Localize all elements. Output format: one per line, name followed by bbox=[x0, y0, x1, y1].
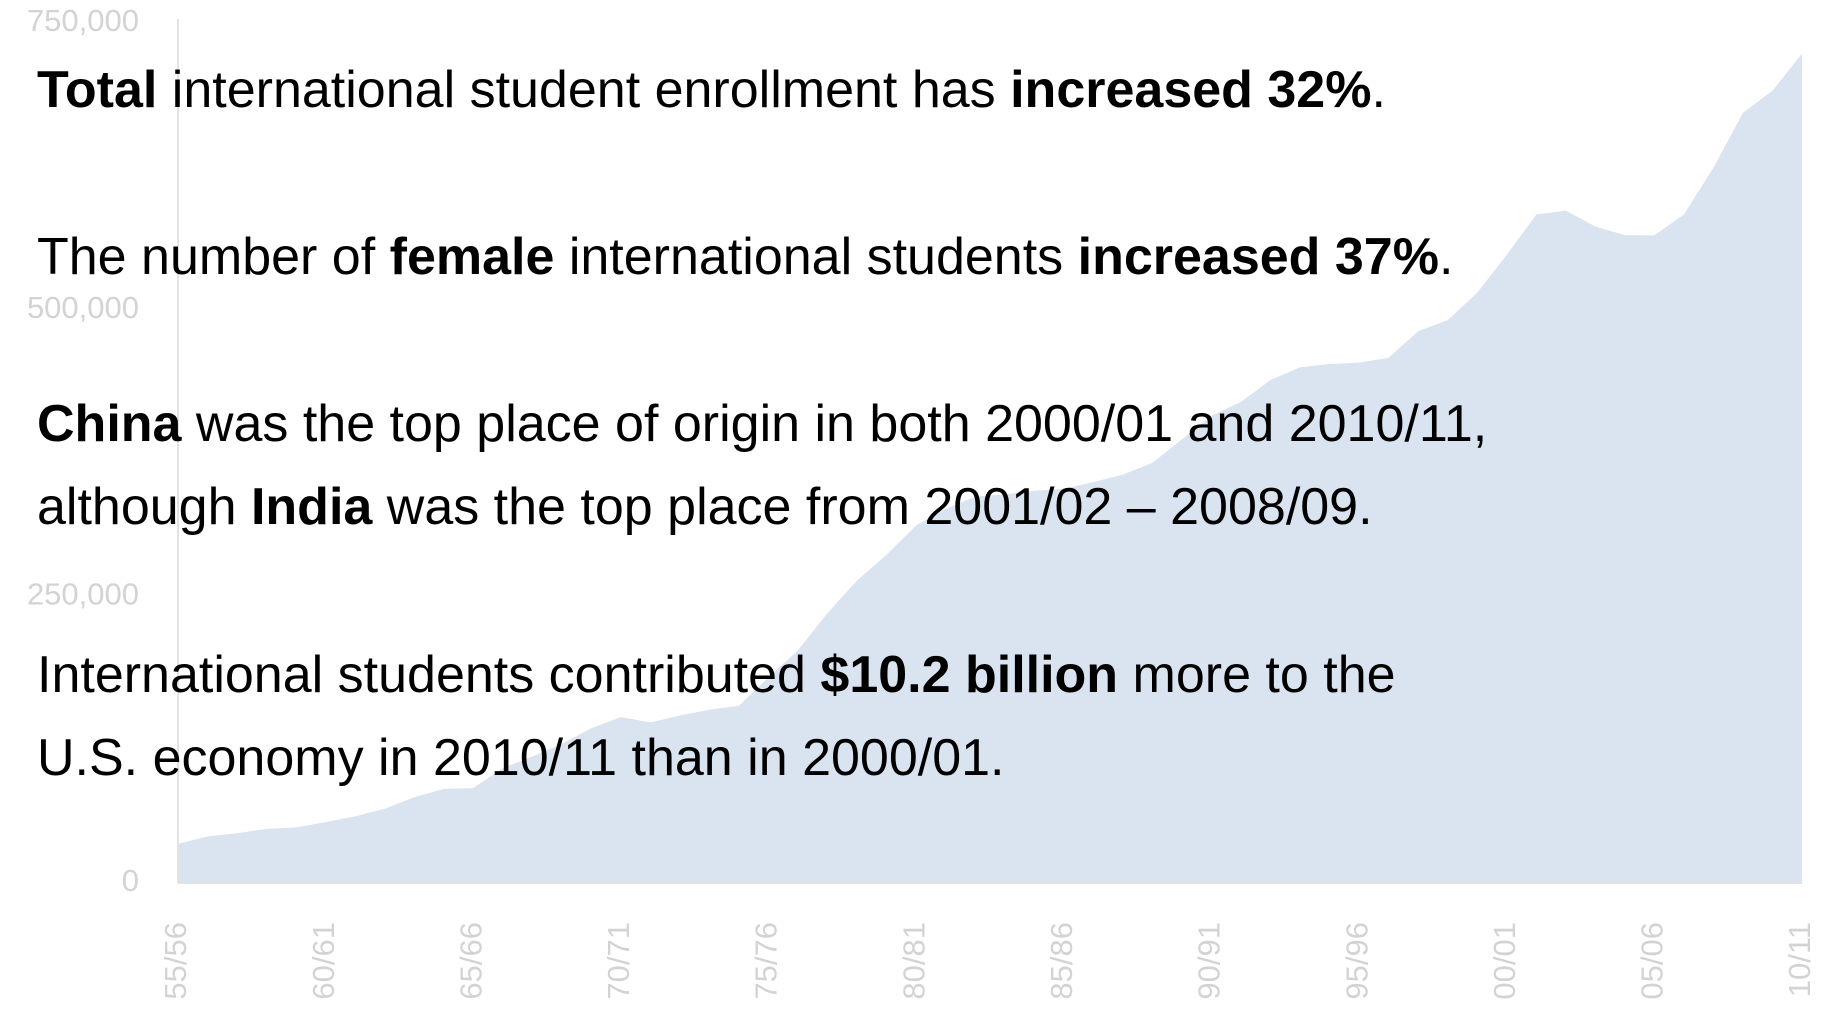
x-tick-label: 75/76 bbox=[749, 922, 784, 1000]
text: was the top place from 2001/02 – 2008/09… bbox=[372, 478, 1373, 536]
bold-text: Total bbox=[37, 61, 158, 119]
y-tick-label: 250,000 bbox=[27, 577, 139, 612]
x-tick-label: 65/66 bbox=[453, 922, 488, 1000]
note-line: China was the top place of origin in bot… bbox=[37, 398, 1487, 450]
y-tick-label: 500,000 bbox=[27, 290, 139, 325]
x-tick-label: 95/96 bbox=[1339, 922, 1374, 1000]
bold-text: increased 37% bbox=[1077, 228, 1439, 286]
x-tick-label: 05/06 bbox=[1635, 922, 1670, 1000]
note-line: International students contributed $10.2… bbox=[37, 649, 1396, 701]
note-line: U.S. economy in 2010/11 than in 2000/01. bbox=[37, 732, 1004, 784]
text: international student enrollment has bbox=[157, 61, 1011, 119]
text: The number of bbox=[37, 228, 390, 286]
text: was the top place of origin in both 2000… bbox=[181, 395, 1488, 453]
text: . bbox=[1438, 228, 1454, 286]
note-line: although India was the top place from 20… bbox=[37, 481, 1373, 533]
bold-text: female bbox=[389, 228, 555, 286]
bold-text: increased 32% bbox=[1010, 61, 1372, 119]
x-tick-label: 55/56 bbox=[158, 922, 193, 1000]
x-tick-label: 00/01 bbox=[1487, 922, 1522, 1000]
bold-text: $10.2 billion bbox=[820, 646, 1119, 704]
bold-text: China bbox=[37, 395, 182, 453]
text: although bbox=[37, 478, 251, 536]
text: . bbox=[1371, 61, 1386, 119]
x-tick-label: 80/81 bbox=[896, 922, 931, 1000]
note-line: The number of female international stude… bbox=[37, 231, 1453, 283]
text: international students bbox=[554, 228, 1078, 286]
x-tick-label: 70/71 bbox=[601, 922, 636, 1000]
text: U.S. economy in 2010/11 than in 2000/01. bbox=[37, 729, 1005, 787]
text: International students contributed bbox=[37, 646, 821, 704]
text: more to the bbox=[1118, 646, 1396, 704]
x-tick-label: 10/11 bbox=[1782, 922, 1817, 997]
x-tick-label: 90/91 bbox=[1192, 922, 1227, 1000]
y-tick-label: 0 bbox=[122, 863, 139, 898]
area bbox=[178, 53, 1802, 883]
y-tick-label: 750,000 bbox=[27, 3, 139, 38]
x-tick-label: 85/86 bbox=[1044, 922, 1079, 1000]
note-line: Total international student enrollment h… bbox=[37, 64, 1386, 116]
x-tick-label: 60/61 bbox=[306, 922, 341, 1000]
bold-text: India bbox=[250, 478, 373, 536]
